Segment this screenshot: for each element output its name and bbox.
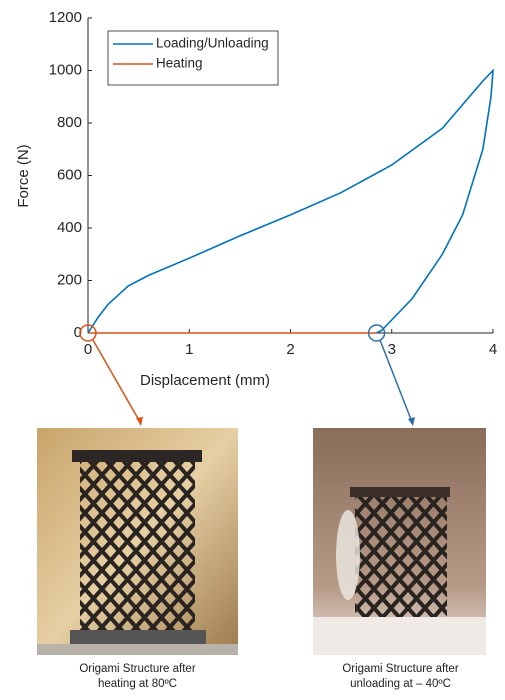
y-tick-label: 600 (57, 166, 82, 183)
photo-unloaded (313, 428, 486, 655)
y-tick-label: 800 (57, 114, 82, 131)
arrow-head (408, 417, 415, 426)
y-tick-label: 400 (57, 219, 82, 236)
chart: Displacement (mm) Force (N) 0 200 400 600 80… (0, 0, 505, 700)
y-tick-label: 1000 (49, 61, 82, 78)
x-tick-label: 2 (286, 341, 294, 358)
y-tick-label: 1200 (49, 9, 82, 26)
arrow-head (136, 417, 143, 426)
y-tick-label: 200 (57, 271, 82, 288)
page: Displacement (mm) Force (N) 0 200 400 600 80… (0, 0, 505, 700)
x-tick-label: 0 (84, 341, 92, 358)
x-tick-label: 1 (185, 341, 193, 358)
arrow (93, 340, 140, 422)
x-tick-label: 4 (489, 341, 497, 358)
x-tick-label: 3 (388, 341, 396, 358)
caption: Origami Structure after heating at 80ºC (60, 662, 215, 692)
caption: Origami Structure after unloading at – 4… (323, 662, 478, 692)
legend-label: Loading/Unloading (156, 36, 269, 51)
legend-label: Heating (156, 56, 203, 71)
series-line (88, 71, 493, 334)
photo-heated (37, 428, 238, 655)
y-axis-label: Force (N) (15, 144, 32, 207)
x-axis-label: Displacement (mm) (140, 372, 270, 389)
arrow (380, 340, 412, 422)
